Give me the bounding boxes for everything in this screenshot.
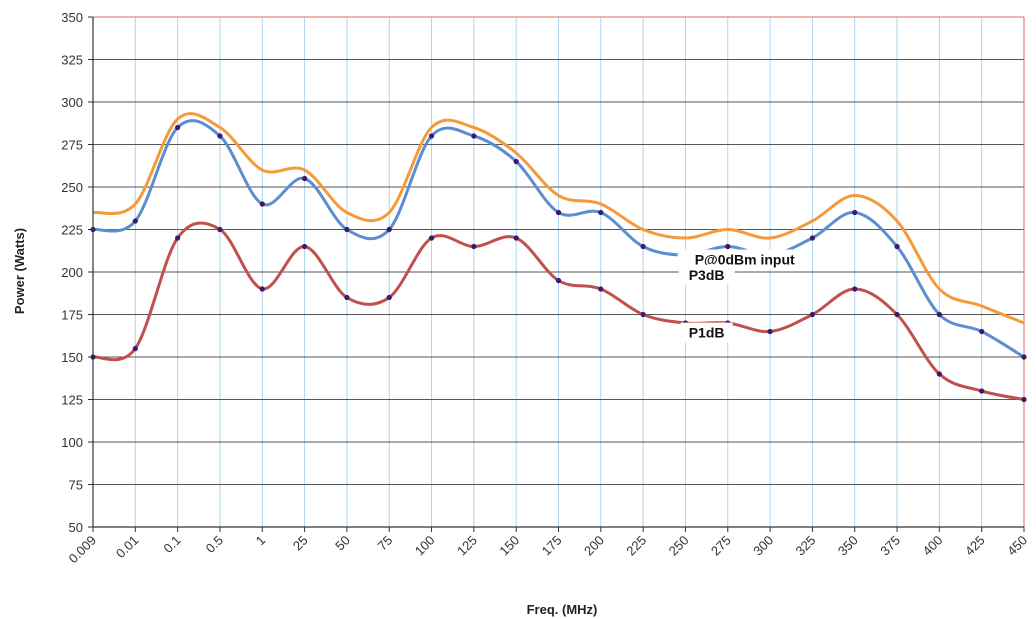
x-tick-label: 1 <box>253 533 269 549</box>
y-tick-label: 275 <box>61 138 83 153</box>
data-point-p1db <box>301 243 308 250</box>
data-point-p1db <box>386 294 392 301</box>
x-tick-label: 425 <box>962 533 988 559</box>
x-tick-label: 25 <box>290 533 311 554</box>
data-point-p1db <box>852 286 858 292</box>
y-tick-label: 150 <box>61 350 83 365</box>
x-tick-label: 175 <box>539 533 565 559</box>
series-label: P1dB <box>689 325 725 341</box>
series-line-p1db <box>92 221 1025 401</box>
series-label: P@0dBm input <box>695 252 795 268</box>
series-label-background <box>677 249 812 270</box>
data-point-p3db <box>640 243 646 250</box>
x-tick-label: 0.1 <box>160 533 183 556</box>
series-line-p-0dbm-input <box>92 112 1025 325</box>
series-label-background <box>680 322 733 343</box>
x-tick-label: 150 <box>496 533 522 559</box>
data-point-p1db <box>640 311 646 318</box>
data-point-p1db <box>344 294 350 301</box>
y-tick-label: 300 <box>61 95 83 110</box>
series-lines <box>90 112 1027 403</box>
data-point-p3db <box>936 311 942 318</box>
y-tick-label: 200 <box>61 265 83 280</box>
data-point-p3db <box>513 158 519 165</box>
data-point-p1db <box>767 328 773 335</box>
data-point-p3db <box>386 226 392 233</box>
y-tick-label: 75 <box>69 478 83 493</box>
y-tick-label: 325 <box>61 53 83 68</box>
data-point-p1db <box>598 286 604 292</box>
data-point-p1db <box>513 235 519 241</box>
y-tick-label: 100 <box>61 435 83 450</box>
y-tick-label: 175 <box>61 308 83 323</box>
y-axis-title: Power (Watts) <box>12 228 27 314</box>
x-tick-label: 400 <box>920 533 946 559</box>
data-point-p3db <box>852 209 858 216</box>
data-point-p1db <box>894 311 900 318</box>
data-point-p3db <box>175 124 181 131</box>
x-tick-label: 0.01 <box>113 533 142 562</box>
data-point-p1db <box>809 311 816 318</box>
x-tick-label: 250 <box>666 533 692 559</box>
x-tick-label: 75 <box>375 533 396 554</box>
x-tick-label: 350 <box>835 533 861 559</box>
series-label: P3dB <box>689 267 725 283</box>
data-point-p3db <box>555 209 562 216</box>
y-tick-label: 50 <box>69 520 83 535</box>
data-point-p1db <box>555 277 562 284</box>
x-tick-label: 0.009 <box>66 533 100 567</box>
x-tick-label: 50 <box>332 533 353 554</box>
data-point-p3db <box>471 133 477 139</box>
x-tick-label: 450 <box>1004 533 1030 559</box>
data-point-p3db <box>259 201 265 207</box>
grid-lines <box>92 16 1025 528</box>
data-point-p3db <box>301 175 308 182</box>
series-line-p3db <box>92 119 1025 359</box>
data-point-p3db <box>809 235 816 241</box>
x-tick-label: 375 <box>877 533 903 559</box>
x-tick-label: 200 <box>581 533 607 559</box>
y-tick-label: 125 <box>61 393 83 408</box>
data-point-p1db <box>217 226 223 233</box>
data-point-p3db <box>725 243 731 250</box>
data-point-p3db <box>217 133 223 139</box>
x-tick-label: 100 <box>412 533 438 559</box>
series-label-background <box>678 264 735 285</box>
x-tick-label: 300 <box>750 533 776 559</box>
y-tick-label: 250 <box>61 180 83 195</box>
axes: 50751001251501752002252502753003253500.0… <box>61 10 1030 566</box>
data-point-p3db <box>132 218 138 224</box>
x-tick-label: 225 <box>623 533 649 559</box>
x-tick-label: 275 <box>708 533 734 559</box>
x-axis-title: Freq. (MHz) <box>527 602 598 617</box>
x-tick-label: 0.5 <box>203 533 226 556</box>
y-tick-label: 225 <box>61 223 83 238</box>
x-tick-label: 125 <box>454 533 480 559</box>
data-point-p1db <box>471 243 477 250</box>
data-point-p3db <box>428 133 435 139</box>
data-point-p1db <box>259 286 265 292</box>
data-point-p3db <box>979 328 985 335</box>
data-point-p3db <box>894 243 900 250</box>
data-point-p1db <box>1021 396 1027 403</box>
data-point-p3db <box>344 226 350 233</box>
data-point-p1db <box>936 371 942 377</box>
data-point-p1db <box>428 235 435 241</box>
data-point-p3db <box>1021 354 1027 360</box>
data-point-p1db <box>979 388 985 394</box>
x-tick-label: 325 <box>793 533 819 559</box>
data-point-p1db <box>132 345 138 352</box>
data-point-p3db <box>598 209 604 216</box>
y-tick-label: 350 <box>61 10 83 25</box>
data-point-p1db <box>175 235 181 241</box>
